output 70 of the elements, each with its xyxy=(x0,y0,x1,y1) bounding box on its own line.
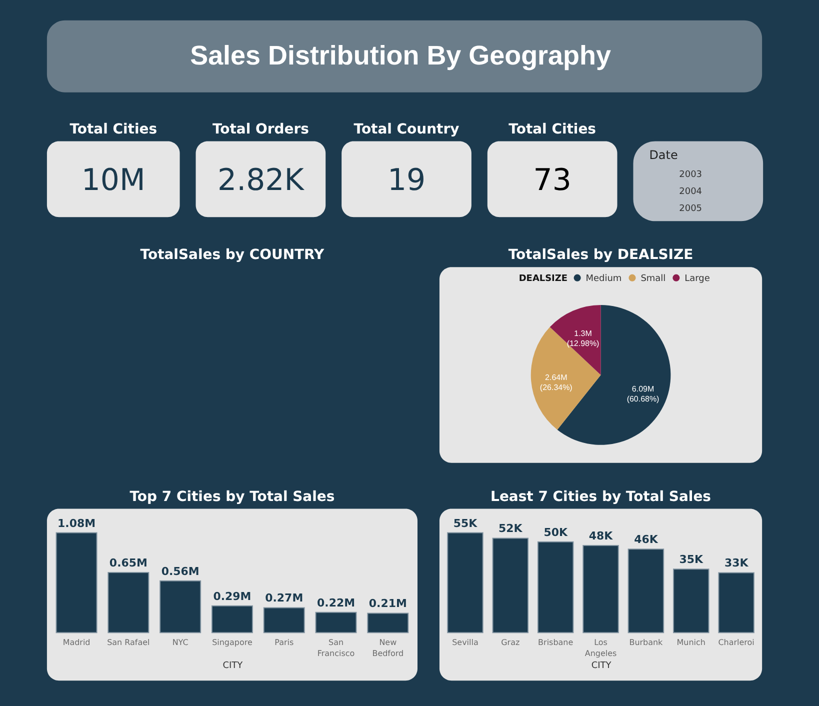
x-tick-label: Charleroi xyxy=(718,638,754,648)
text: Total Cities xyxy=(508,121,596,138)
bar xyxy=(315,612,357,634)
x-tick-label: Munich xyxy=(676,638,706,648)
x-tick-label: Paris xyxy=(274,638,294,648)
data-label: 2.64M (26.34%) xyxy=(540,373,573,392)
chart-title: TotalSales by DEALSIZE xyxy=(508,247,694,264)
text: Date xyxy=(649,148,678,162)
chart-title: Least 7 Cities by Total Sales xyxy=(490,488,711,505)
data-label: 48K xyxy=(588,530,614,542)
text: Total Orders xyxy=(212,121,309,138)
x-tick-label: San Francisco xyxy=(317,638,355,658)
bar xyxy=(582,544,619,634)
x-axis-title: CITY xyxy=(222,661,244,672)
x-tick-label: Sevilla xyxy=(452,638,478,648)
text: Total Country xyxy=(354,121,460,138)
pie-slice xyxy=(550,305,601,375)
bar xyxy=(56,532,98,634)
x-tick-label: Madrid xyxy=(62,638,90,648)
text: 2004 xyxy=(679,187,702,198)
data-label: 0.22M xyxy=(317,596,356,610)
legend-title: DEALSIZE xyxy=(518,274,568,284)
legend-label: Medium xyxy=(586,274,622,284)
x-tick-label: New Bedford xyxy=(372,638,404,658)
text: 2.82K xyxy=(218,163,306,198)
bar xyxy=(160,580,202,634)
data-label: 0.29M xyxy=(213,590,252,603)
x-tick-label: Graz xyxy=(501,638,520,648)
data-label: 52K xyxy=(498,522,523,536)
text: 19 xyxy=(387,163,426,198)
data-label: 6.09M (60.68%) xyxy=(626,384,660,404)
x-axis-title: CITY xyxy=(591,661,612,672)
data-label: 1.08M xyxy=(58,516,96,530)
data-label: 35K xyxy=(679,553,704,566)
pie-slice xyxy=(530,327,601,430)
data-label: 46K xyxy=(634,533,658,546)
bar xyxy=(673,568,710,634)
data-label: 55K xyxy=(453,516,478,530)
x-tick-label: Burbank xyxy=(629,638,664,648)
text: 2005 xyxy=(679,204,702,214)
data-label: 50K xyxy=(544,526,568,539)
data-label: 0.21M xyxy=(368,597,407,610)
x-tick-label: Singapore xyxy=(212,638,252,648)
text: Total Cities xyxy=(70,121,158,138)
legend-label: Small xyxy=(640,274,666,284)
chart-title: Top 7 Cities by Total Sales xyxy=(130,488,335,505)
bar xyxy=(367,612,409,634)
text: 10M xyxy=(81,163,146,198)
text: 73 xyxy=(533,163,572,198)
bar xyxy=(263,607,305,634)
x-tick-label: NYC xyxy=(172,638,189,648)
legend-label: Large xyxy=(684,274,710,284)
bar xyxy=(108,572,150,634)
text: Sales Distribution By Geography xyxy=(190,40,611,70)
x-tick-label: Los Angeles xyxy=(584,638,617,658)
bar xyxy=(628,548,664,634)
x-tick-label: San Rafael xyxy=(107,638,150,648)
bar xyxy=(447,532,484,634)
text: 2003 xyxy=(679,170,702,180)
bar xyxy=(492,538,529,634)
data-label: 1.3M (12.98%) xyxy=(566,328,600,348)
bar xyxy=(718,572,754,634)
text: TotalSales by COUNTRY xyxy=(140,247,326,264)
data-label: 0.27M xyxy=(265,592,304,605)
bar xyxy=(211,605,253,634)
data-label: 0.65M xyxy=(109,556,148,570)
x-tick-label: Brisbane xyxy=(538,638,574,648)
data-label: 33K xyxy=(724,556,749,570)
data-label: 0.56M xyxy=(161,564,200,578)
bar xyxy=(537,541,574,634)
